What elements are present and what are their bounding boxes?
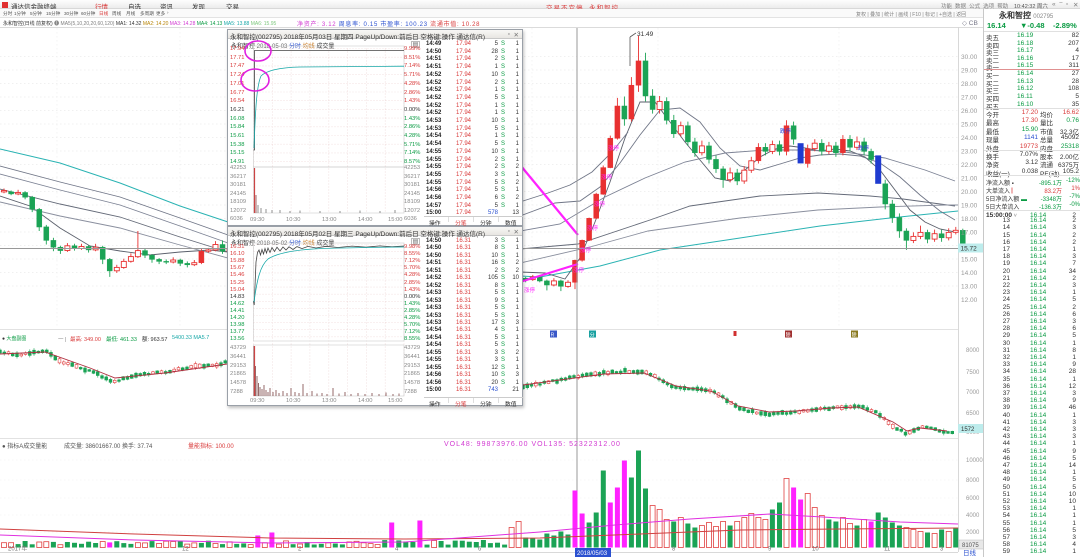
- svg-text:26.00: 26.00: [961, 108, 978, 115]
- svg-text:14.00: 14.00: [961, 270, 978, 277]
- svg-text:涨停: 涨停: [587, 224, 599, 232]
- svg-text:23.00: 23.00: [961, 148, 978, 155]
- svg-text:4: 4: [395, 547, 399, 553]
- svg-text:分: 分: [590, 331, 595, 338]
- svg-text:◇ CB: ◇ CB: [962, 20, 978, 27]
- svg-text:涨停: 涨停: [601, 173, 613, 181]
- svg-text:7000: 7000: [966, 390, 980, 396]
- svg-text:17.00: 17.00: [961, 229, 978, 236]
- svg-text:18.00: 18.00: [961, 216, 978, 223]
- svg-text:10: 10: [812, 547, 819, 553]
- svg-text:涨停: 涨停: [573, 266, 585, 274]
- svg-text:8000: 8000: [966, 348, 980, 354]
- svg-text:9: 9: [768, 547, 772, 553]
- svg-text:8: 8: [672, 547, 676, 553]
- svg-text:R: R: [551, 332, 555, 338]
- svg-text:22.00: 22.00: [961, 162, 978, 169]
- svg-text:6500: 6500: [966, 411, 980, 417]
- svg-text:涨停: 涨停: [580, 246, 592, 254]
- svg-text:15.00: 15.00: [961, 256, 978, 263]
- svg-text:11: 11: [884, 547, 891, 553]
- svg-text:7500: 7500: [966, 370, 980, 376]
- svg-text:3: 3: [940, 547, 944, 553]
- svg-text:29.00: 29.00: [961, 67, 978, 74]
- svg-text:涨停: 涨停: [524, 286, 536, 294]
- svg-text:12: 12: [182, 547, 189, 553]
- svg-text:2000: 2000: [966, 530, 980, 536]
- svg-text:4000: 4000: [966, 513, 980, 519]
- svg-text:13.00: 13.00: [961, 283, 978, 290]
- svg-text:15.72: 15.72: [961, 246, 978, 253]
- svg-text:24.00: 24.00: [961, 135, 978, 142]
- svg-text:涨停: 涨停: [594, 200, 606, 208]
- svg-text:10000: 10000: [966, 458, 983, 464]
- svg-text:涨停: 涨停: [608, 144, 620, 152]
- svg-text:6000: 6000: [966, 496, 980, 502]
- svg-text:除: 除: [852, 331, 857, 338]
- svg-text:除: 除: [786, 331, 791, 338]
- svg-text:31.49: 31.49: [637, 31, 654, 38]
- svg-text:8000: 8000: [966, 478, 980, 484]
- svg-text:2: 2: [298, 547, 302, 553]
- svg-text:28.00: 28.00: [961, 81, 978, 88]
- svg-text:21.00: 21.00: [961, 175, 978, 182]
- svg-text:跌停: 跌停: [780, 127, 792, 135]
- svg-text:12.00: 12.00: [961, 297, 978, 304]
- svg-text:19.00: 19.00: [961, 202, 978, 209]
- svg-text:20.00: 20.00: [961, 189, 978, 196]
- svg-text:跌停: 跌停: [858, 144, 870, 152]
- svg-text:27.00: 27.00: [961, 94, 978, 101]
- svg-text:30.00: 30.00: [961, 54, 978, 61]
- svg-text:6: 6: [478, 547, 482, 553]
- svg-text:2017年: 2017年: [8, 545, 27, 553]
- svg-text:2018/05/03: 2018/05/03: [577, 551, 608, 557]
- svg-text:81075: 81075: [962, 543, 979, 549]
- svg-text:1572: 1572: [961, 427, 975, 433]
- svg-text:25.00: 25.00: [961, 121, 978, 128]
- svg-text:日线: 日线: [963, 548, 977, 557]
